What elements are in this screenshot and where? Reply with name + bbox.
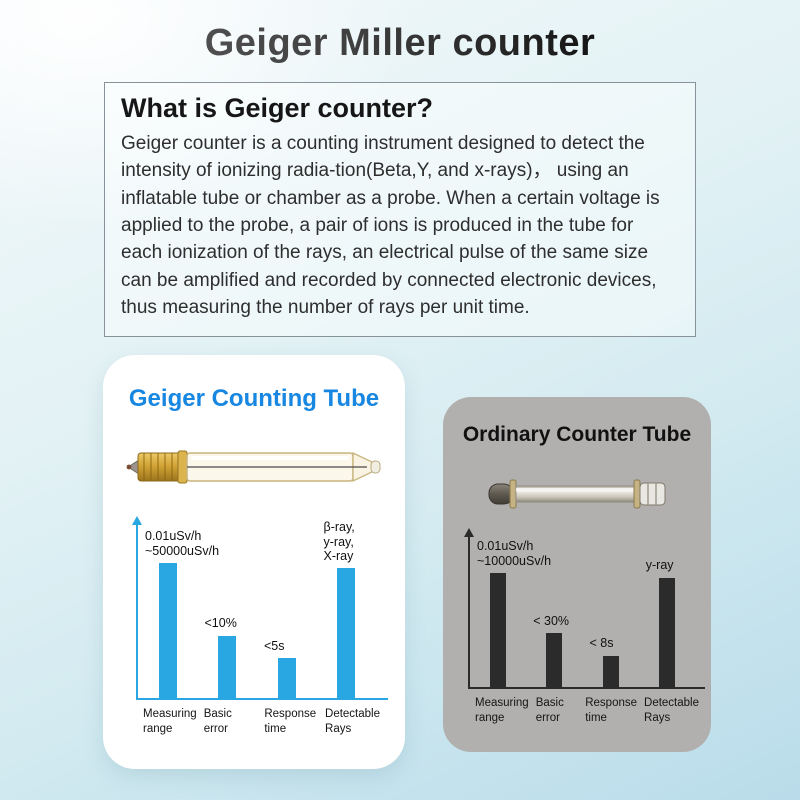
bar-value-label: 0.01uSv/h ~10000uSv/h	[477, 539, 552, 568]
bar-value-label: 0.01uSv/h ~50000uSv/h	[145, 529, 220, 558]
bar	[658, 577, 675, 687]
page-title: Geiger Miller counter	[0, 22, 800, 65]
bar	[218, 635, 237, 698]
y-axis-arrow-icon	[464, 528, 474, 537]
category-label: Response time	[264, 708, 317, 735]
bar	[337, 568, 356, 698]
bar-column: 0.01uSv/h ~10000uSv/h	[470, 537, 551, 687]
bar-column: < 8s	[583, 537, 639, 687]
geiger-chart-categories: Measuring range Basic error Response time D…	[136, 707, 380, 737]
ordinary-chart-categories: Measuring range Basic error Response time D…	[468, 696, 699, 726]
category-label: Basic error	[203, 708, 232, 735]
y-axis-arrow-icon	[132, 516, 142, 525]
category-label: Detectable Rays	[644, 697, 699, 724]
bar	[277, 658, 296, 698]
info-box: What is Geiger counter? Geiger counter i…	[104, 82, 696, 337]
category-label: Measuring range	[475, 697, 529, 724]
geiger-tube-panel: Geiger Counting Tube	[103, 355, 405, 769]
bar	[602, 655, 619, 687]
ordinary-chart-plot: 0.01uSv/h ~10000uSv/h < 30% < 8s y-ray	[464, 528, 705, 689]
category-label: Response time	[585, 697, 638, 724]
geiger-tube-icon	[126, 450, 381, 484]
geiger-chart-bars: 0.01uSv/h ~50000uSv/h <10% <5s β-ray, y-ray…	[138, 520, 377, 698]
ordinary-tube-icon	[488, 479, 666, 509]
bar-value-label: < 8s	[589, 636, 614, 651]
bar-value-label: <10%	[204, 616, 237, 631]
ordinary-tube-panel: Ordinary Counter Tube	[443, 397, 711, 752]
bar	[490, 573, 507, 687]
category-label: Basic error	[535, 697, 564, 724]
category-label: Detectable Rays	[325, 708, 380, 735]
bar-column: < 30%	[526, 537, 582, 687]
bar-value-label: <5s	[264, 638, 285, 653]
bar-value-label: y-ray	[645, 558, 674, 573]
bar-column: <5s	[257, 525, 317, 698]
bar-column: 0.01uSv/h ~50000uSv/h	[138, 525, 219, 698]
bar-value-label: < 30%	[533, 613, 570, 628]
bar	[546, 633, 563, 687]
info-body-text: Geiger counter is a counting instrument …	[121, 133, 660, 319]
bar-value-label: β-ray, y-ray, X-ray	[323, 520, 355, 563]
ordinary-chart-bars: 0.01uSv/h ~10000uSv/h < 30% < 8s y-ray	[470, 537, 695, 687]
info-heading: What is Geiger counter?	[121, 93, 434, 123]
bar-column: β-ray, y-ray, X-ray	[317, 520, 377, 698]
geiger-tube-image-wrap	[103, 441, 405, 493]
bar-column: <10%	[198, 525, 258, 698]
ordinary-bar-chart: 0.01uSv/h ~10000uSv/h < 30% < 8s y-ray Meas…	[464, 528, 705, 726]
category-label: Measuring range	[143, 708, 197, 735]
ordinary-panel-title: Ordinary Counter Tube	[462, 423, 692, 446]
ordinary-tube-image-wrap	[443, 473, 711, 515]
geiger-panel-title: Geiger Counting Tube	[128, 385, 380, 412]
geiger-chart-plot: 0.01uSv/h ~50000uSv/h <10% <5s β-ray, y-ray…	[132, 516, 388, 700]
bar-column: y-ray	[639, 537, 695, 687]
bar	[158, 563, 177, 698]
geiger-bar-chart: 0.01uSv/h ~50000uSv/h <10% <5s β-ray, y-ray…	[132, 516, 388, 737]
